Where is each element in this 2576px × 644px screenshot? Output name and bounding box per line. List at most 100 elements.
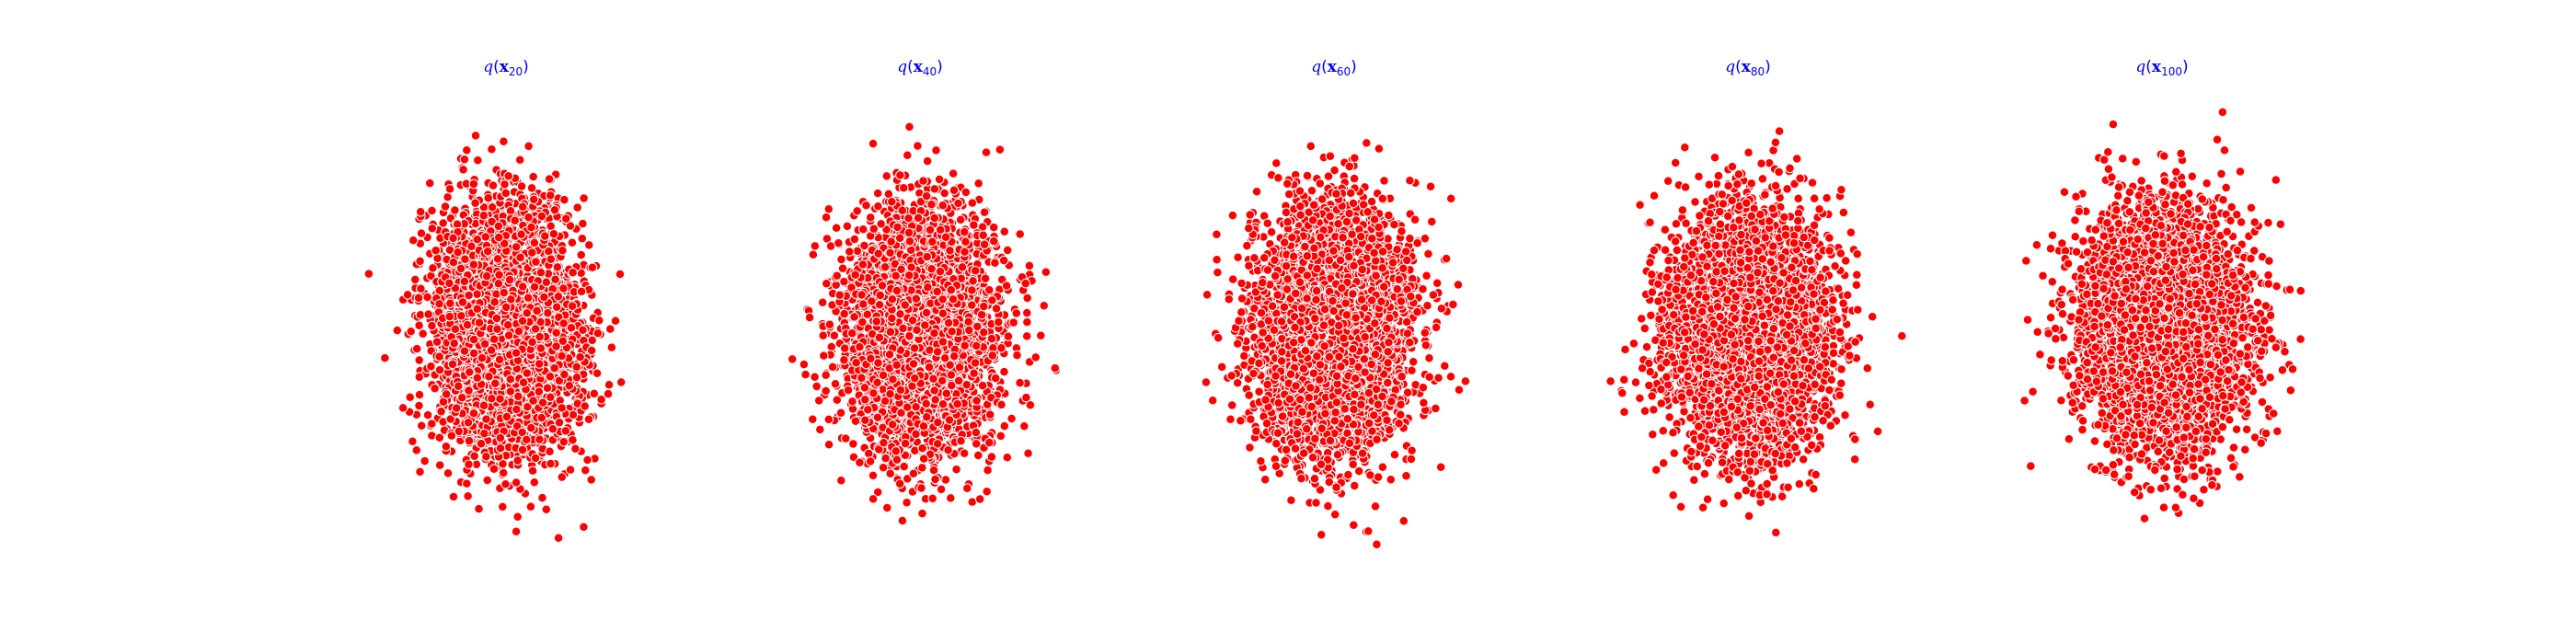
scatter-point (447, 359, 458, 370)
scatter-point (416, 228, 427, 238)
scatter-point (460, 254, 470, 265)
scatter-point (436, 406, 446, 417)
scatter-point (606, 342, 617, 352)
scatter-point (416, 420, 427, 431)
scatter-point (535, 434, 545, 445)
scatter-point (593, 315, 604, 326)
scatter-point (472, 304, 483, 315)
scatter-point (575, 351, 585, 362)
scatter-point (549, 362, 560, 374)
scatter-point (580, 401, 591, 411)
scatter-point (480, 232, 491, 242)
scatter-point (476, 438, 487, 449)
scatter-point (541, 277, 552, 288)
scatter-point (572, 202, 583, 213)
scatter-point (571, 372, 582, 383)
scatter-point (582, 454, 592, 466)
scatter-point (464, 435, 475, 446)
scatter-point (551, 341, 561, 351)
scatter-point (500, 478, 511, 489)
scatter-point (487, 393, 497, 404)
scatter-point (516, 181, 527, 191)
scatter-point (444, 184, 455, 194)
scatter-point (525, 501, 536, 512)
scatter-point (586, 345, 597, 356)
scatter-point (529, 282, 540, 293)
scatter-point (596, 394, 606, 405)
scatter-point (458, 165, 468, 175)
scatter-point (545, 371, 556, 382)
scatter-point (579, 522, 589, 533)
scatter-points (363, 131, 627, 544)
scatter-point (477, 352, 488, 363)
scatter-point (515, 252, 525, 263)
scatter-point (424, 178, 435, 189)
scatter-point (517, 282, 528, 292)
scatter-point (499, 136, 509, 147)
scatter-panels: q(x20) q(x40) q(x60) q(x80) q(x100) (363, 58, 2306, 550)
panel-title: q(x20) (483, 58, 529, 78)
scatter-point (528, 171, 539, 182)
scatter-point (526, 222, 536, 233)
scatter-point (427, 320, 437, 331)
scatter-point (408, 436, 418, 447)
scatter-point (570, 443, 581, 454)
scatter-point (418, 328, 429, 339)
scatter-point (505, 386, 516, 397)
scatter-point (527, 337, 537, 348)
scatter-point (537, 492, 547, 503)
scatter-point (434, 364, 445, 375)
scatter-point (408, 235, 419, 246)
scatter-point (583, 240, 594, 250)
panel-title-func: q (483, 58, 493, 76)
scatter-point (422, 409, 433, 420)
scatter-point (505, 374, 516, 385)
scatter-point (453, 381, 464, 392)
scatter-point (522, 368, 533, 378)
scatter-point (411, 445, 422, 455)
scatter-point (501, 411, 512, 422)
scatter-point (459, 346, 470, 356)
scatter-point (468, 259, 479, 270)
scatter-point (552, 262, 563, 272)
scatter-point (413, 293, 424, 304)
scatter-panel-20: q(x20) (363, 58, 627, 544)
scatter-point (486, 345, 497, 355)
scatter-point (492, 254, 503, 264)
scatter-point (571, 362, 582, 373)
scatter-point (440, 201, 451, 212)
scatter-point (464, 459, 474, 470)
scatter-point (409, 274, 420, 285)
scatter-point (448, 491, 459, 502)
scatter-point (432, 253, 443, 264)
scatter-point (482, 246, 493, 257)
scatter-point (494, 270, 504, 281)
scatter-point (592, 328, 604, 339)
scatter-point (604, 379, 615, 390)
scatter-point (414, 389, 425, 400)
scatter-point (525, 422, 536, 433)
scatter-point (517, 201, 528, 213)
scatter-point (604, 324, 615, 334)
panel-title-paren: ( (493, 58, 500, 76)
scatter-point (560, 213, 571, 224)
scatter-point (537, 397, 548, 408)
scatter-point (487, 201, 498, 213)
scatter-point (541, 504, 552, 515)
scatter-point (610, 316, 621, 327)
scatter-point (514, 155, 525, 166)
scatter-point (459, 154, 470, 165)
scatter-point (414, 372, 425, 383)
scatter-point (558, 436, 569, 447)
scatter-point (431, 337, 443, 347)
scatter-point (511, 477, 522, 488)
scatter-point (444, 311, 455, 322)
scatter-point (468, 408, 479, 419)
scatter-point (545, 392, 556, 403)
scatter-point (444, 278, 454, 289)
scatter-point (481, 451, 491, 462)
scatter-point (527, 466, 538, 477)
scatter-point (489, 334, 500, 345)
scatter-point (576, 286, 587, 297)
scatter-point (430, 383, 440, 394)
